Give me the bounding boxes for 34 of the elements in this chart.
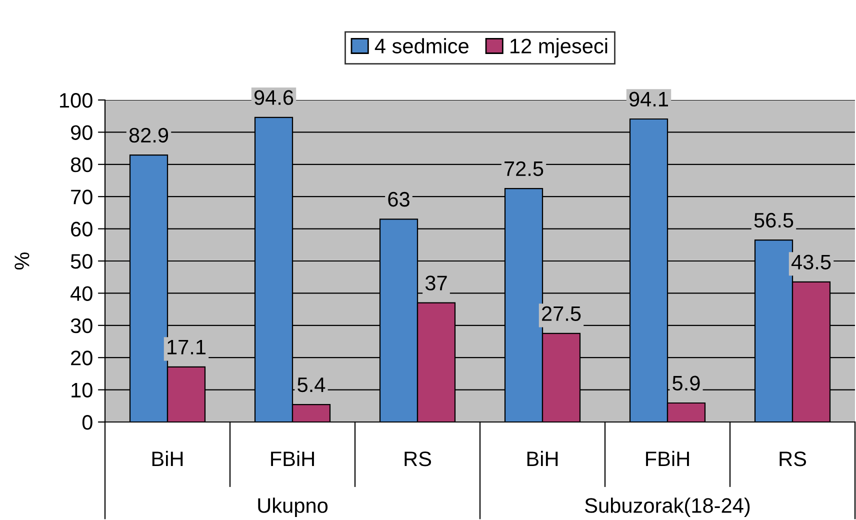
y-tick-label: 70 [71, 190, 92, 204]
data-label: 63 [388, 192, 410, 207]
data-label: 17.1 [168, 340, 206, 354]
x-tick-label: FBiH [646, 450, 689, 466]
text: Subuzorak(18-24) [585, 498, 750, 518]
y-tick-label: 100 [60, 93, 92, 108]
x-tick-label: FBiH [271, 450, 314, 466]
y-tick-label: 20 [71, 350, 92, 366]
data-label: 37 [425, 276, 447, 290]
y-tick-label: 50 [70, 254, 92, 269]
y-tick-label: 80 [70, 157, 92, 172]
x-tick-label: BiH [152, 450, 183, 466]
y-tick-label: 60 [71, 222, 92, 237]
text: Ukupno [258, 498, 328, 518]
y-tick-label: 30 [70, 318, 92, 334]
legend-label: 4 sedmice [374, 38, 468, 54]
y-tick-label: 0 [82, 415, 92, 430]
x-tick-label: RS [404, 451, 432, 466]
x-tick-label: BiH [527, 450, 558, 466]
data-label: 43.5 [791, 254, 831, 270]
data-label: 72.5 [504, 161, 544, 176]
x-tick-label: RS [780, 451, 806, 466]
data-label: 27.5 [542, 306, 581, 321]
y-tick-label: 10 [72, 382, 92, 398]
data-label: 5.9 [672, 376, 700, 391]
y-tick-label: 90 [71, 125, 92, 140]
y-tick-label: 40 [70, 286, 92, 301]
data-label: 94.1 [629, 92, 668, 107]
data-label: 82.9 [129, 128, 168, 143]
data-label: 94.6 [254, 90, 294, 105]
legend-label: 12 mjeseci [510, 38, 608, 58]
data-label: 56.5 [754, 212, 794, 228]
data-label: 5.4 [298, 378, 326, 392]
y-axis-title: % [14, 252, 30, 270]
